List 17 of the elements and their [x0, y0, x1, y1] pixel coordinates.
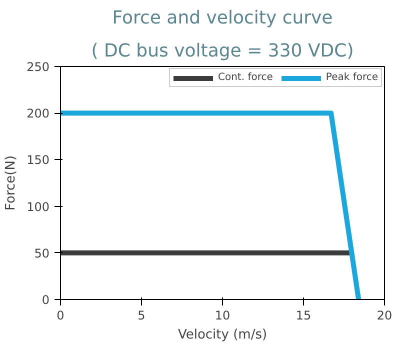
x-tick-label: 20 [376, 308, 392, 322]
y-axis-title: Force(N) [4, 155, 19, 211]
y-tick-label: 250 [26, 60, 50, 74]
y-tick-label: 50 [34, 246, 50, 260]
x-axis-title: Velocity (m/s) [178, 328, 268, 342]
y-tick-label: 0 [42, 293, 50, 307]
chart-title: Force and velocity curve [112, 8, 333, 28]
y-tick-label: 100 [26, 200, 50, 214]
x-tick-label: 15 [296, 308, 312, 322]
legend-label: Cont. force [218, 72, 273, 83]
x-tick-label: 5 [138, 308, 146, 322]
chart-subtitle: ( DC bus voltage = 330 VDC) [91, 40, 354, 62]
y-tick-label: 150 [26, 153, 50, 168]
x-tick-label: 10 [214, 308, 230, 322]
x-tick-label: 0 [56, 308, 64, 322]
legend-label: Peak force [326, 72, 378, 83]
y-tick-label: 200 [26, 106, 50, 121]
